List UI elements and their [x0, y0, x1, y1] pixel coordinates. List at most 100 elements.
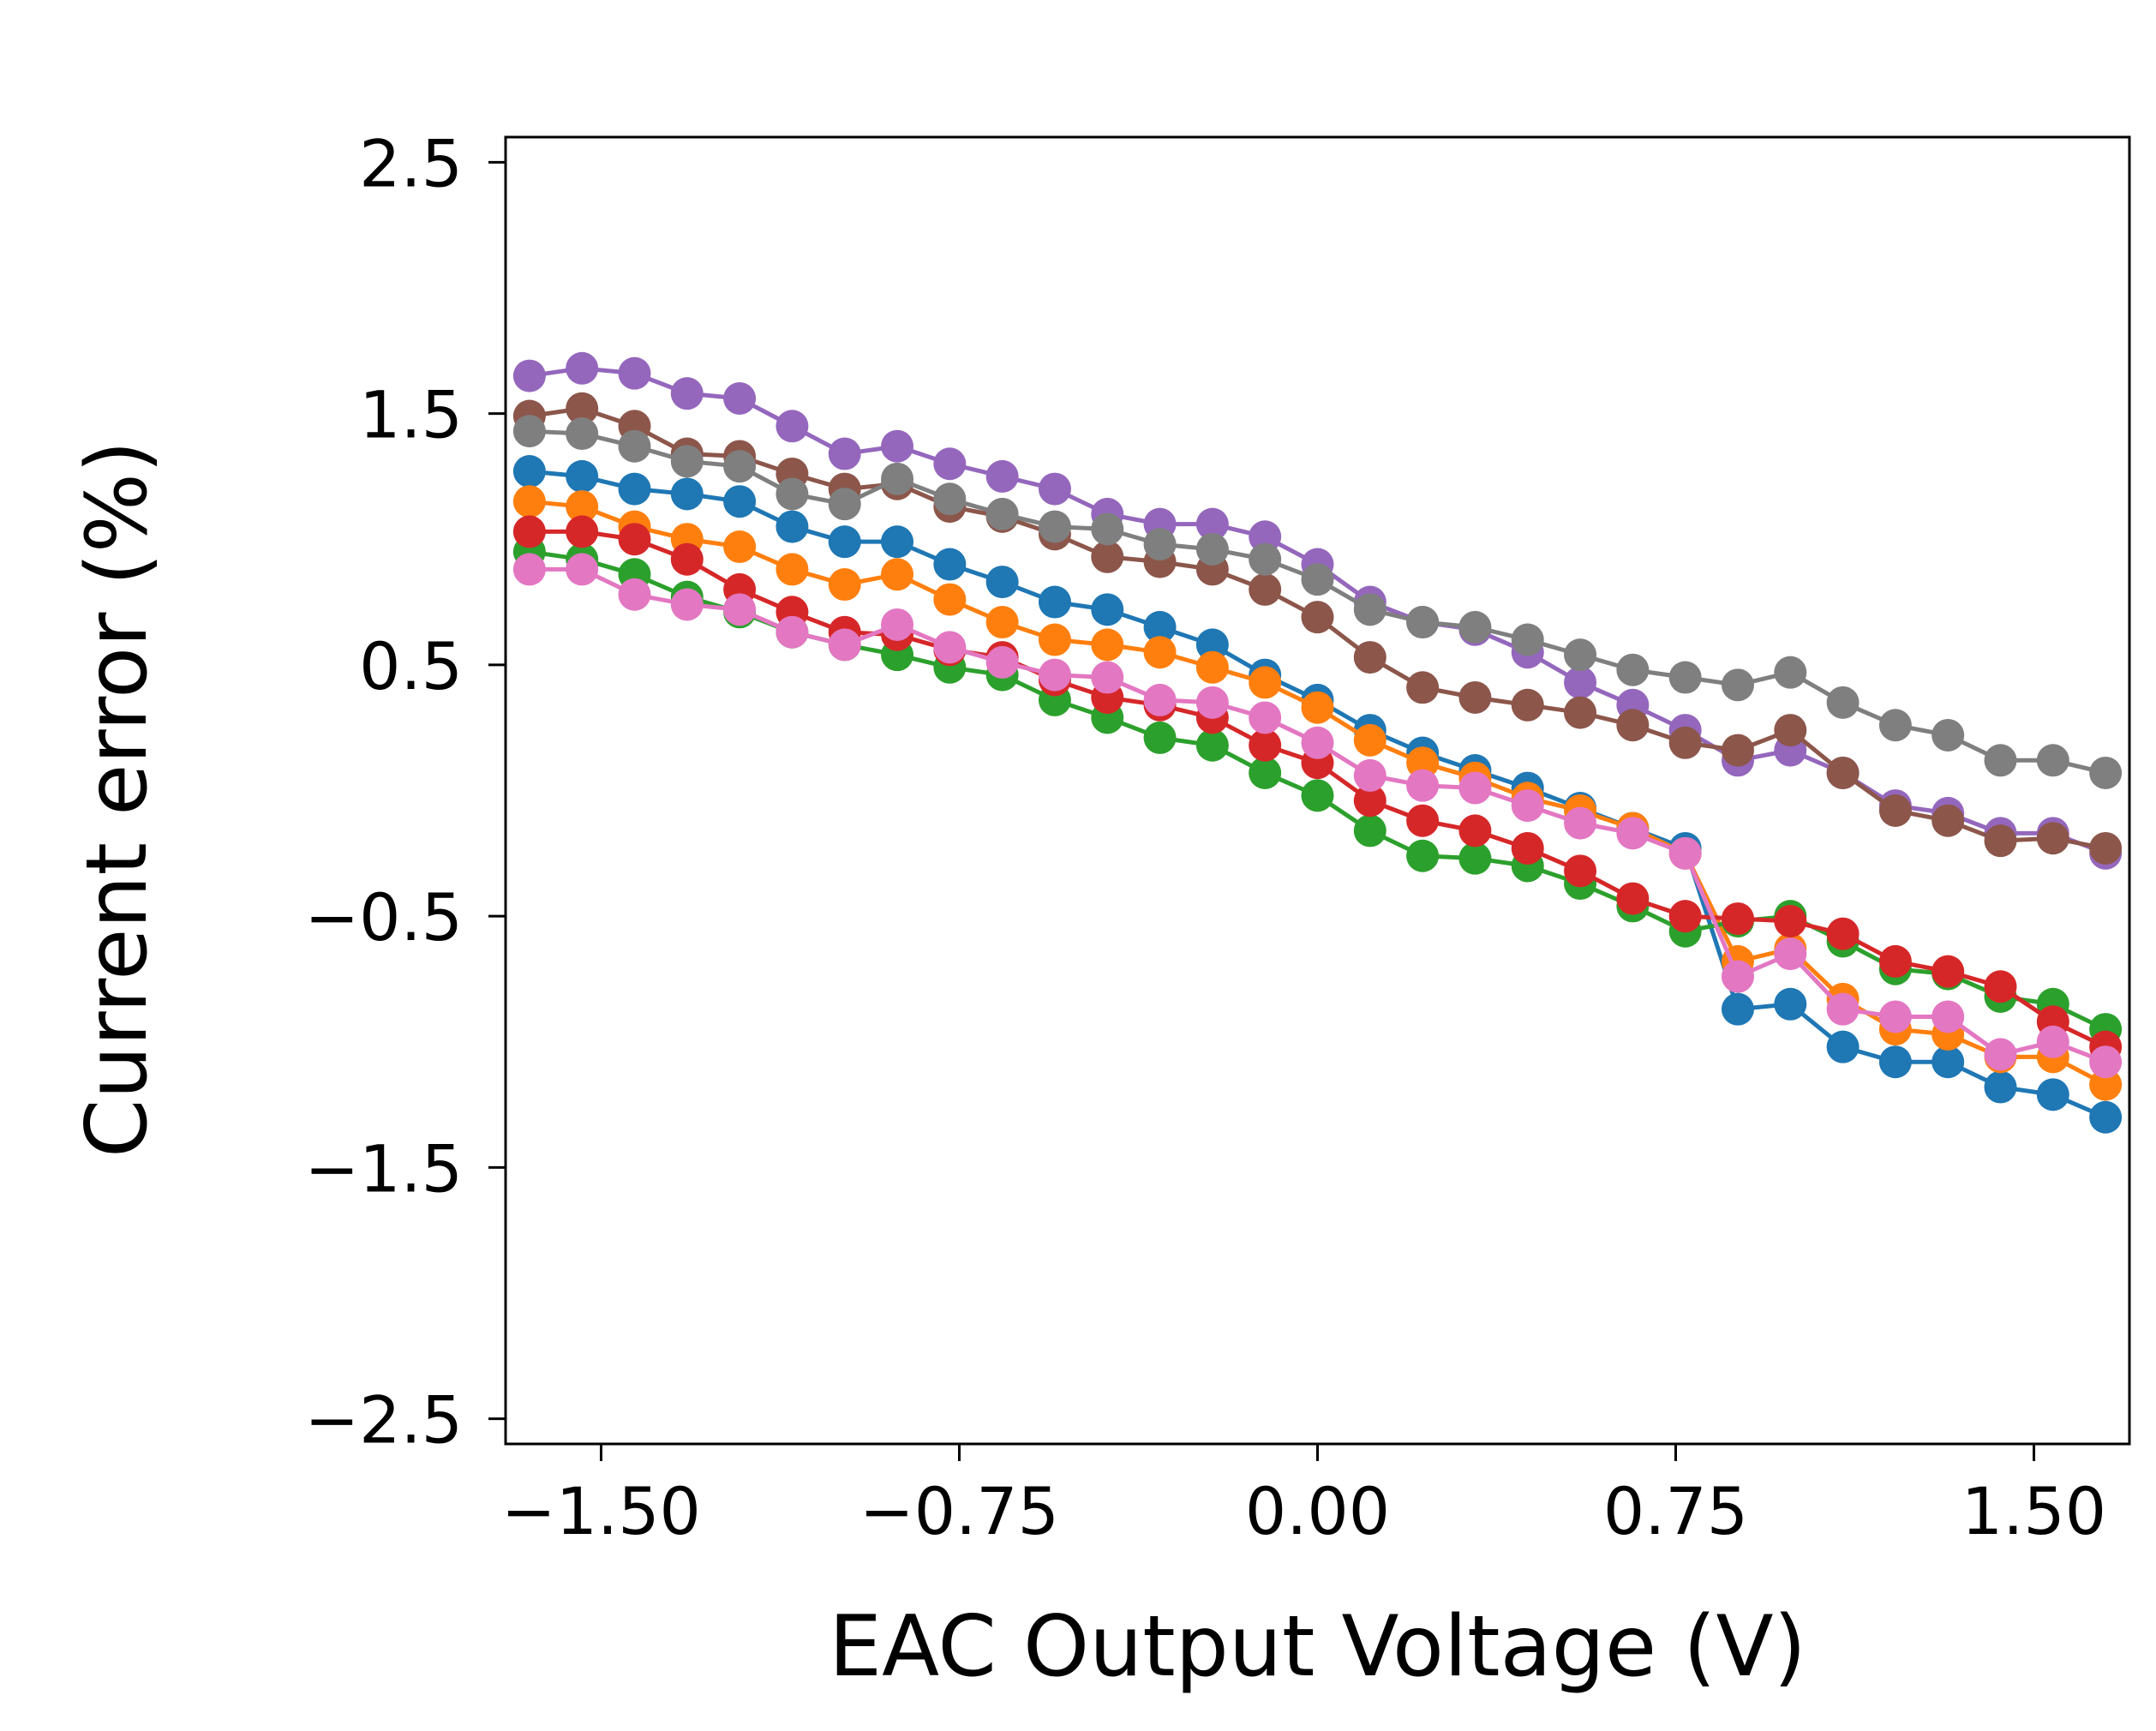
series-blue-point — [1143, 610, 1177, 644]
x-tick-label: 1.50 — [1961, 1473, 2106, 1549]
series-pink-point — [2036, 1025, 2069, 1058]
series-gray-point — [1091, 512, 1124, 546]
series-pink-point — [828, 628, 861, 662]
series-gray-point — [2089, 756, 2123, 789]
series-orange-point — [1249, 666, 1282, 699]
series-pink-point — [1038, 658, 1071, 692]
series-gray-point — [1564, 638, 1597, 672]
series-pink-point — [1301, 726, 1334, 759]
series-red-point — [1353, 784, 1386, 818]
series-pink-point — [1143, 683, 1177, 716]
series-gray-point — [1458, 610, 1492, 644]
series-purple-point — [1564, 666, 1597, 699]
x-tick-label: 0.75 — [1603, 1473, 1748, 1549]
series-blue-point — [1984, 1070, 2017, 1104]
series-blue-point — [566, 459, 599, 493]
series-blue-point — [1195, 628, 1229, 662]
x-tick-label: 0.00 — [1245, 1473, 1390, 1549]
series-gray-point — [670, 445, 704, 478]
series-blue-point — [618, 472, 651, 506]
series-gray-point — [1668, 661, 1702, 694]
series-pink-point — [881, 608, 914, 641]
y-axis-label: Current error (%) — [69, 440, 166, 1158]
series-pink-point — [670, 588, 704, 621]
series-purple-point — [1195, 507, 1229, 541]
series-pink-point — [566, 553, 599, 586]
series-brown-point — [1721, 734, 1754, 767]
series-gray-point — [828, 488, 861, 521]
y-tick-label: 2.5 — [359, 125, 463, 201]
series-gray-point — [933, 482, 967, 516]
series-orange-point — [1038, 623, 1071, 656]
series-pink-point — [1511, 789, 1544, 823]
series-blue-point — [1091, 593, 1124, 626]
series-pink-point — [618, 578, 651, 611]
series-pink-point — [1406, 769, 1440, 802]
series-orange-point — [723, 530, 757, 564]
series-blue-point — [512, 455, 546, 488]
series-layer — [512, 351, 2123, 1134]
series-red-point — [512, 515, 546, 548]
series-pink-point — [1878, 1000, 1912, 1033]
series-pink-point — [1458, 771, 1492, 805]
series-gray-point — [1353, 593, 1386, 626]
series-gray-point — [1826, 686, 1860, 719]
series-purple-point — [723, 382, 757, 415]
series-orange-point — [1143, 636, 1177, 669]
series-gray-point — [1195, 532, 1229, 566]
series-red-point — [1616, 882, 1650, 915]
series-pink-point — [1195, 686, 1229, 719]
series-orange-point — [776, 553, 809, 586]
y-tick-label: −1.5 — [304, 1130, 463, 1207]
series-brown-point — [1458, 680, 1492, 714]
series-brown-point — [1931, 804, 1965, 837]
series-blue-point — [2036, 1078, 2069, 1111]
series-red-point — [1564, 854, 1597, 888]
series-gray-point — [1406, 606, 1440, 639]
series-blue-point — [723, 485, 757, 518]
series-purple-point — [618, 356, 651, 390]
series-purple-point — [566, 351, 599, 385]
series-pink-point — [1931, 1000, 1965, 1033]
series-gray-point — [1984, 744, 2017, 777]
y-tick-label: 0.5 — [359, 628, 463, 704]
series-purple-point — [933, 447, 967, 481]
series-red-point — [1511, 831, 1544, 865]
series-gray-point — [1511, 623, 1544, 656]
x-tick-label: −1.50 — [501, 1473, 701, 1549]
series-gray-point — [1878, 709, 1912, 742]
series-blue-point — [1931, 1045, 1965, 1079]
series-brown-point — [1353, 641, 1386, 674]
series-gray-point — [1774, 656, 1807, 689]
series-pink-point — [723, 593, 757, 626]
series-blue-point — [1878, 1045, 1912, 1079]
series-red-point — [1931, 955, 1965, 988]
series-red-point — [1774, 905, 1807, 937]
series-blue-point — [670, 477, 704, 511]
series-gray-point — [1038, 510, 1071, 543]
x-tick-label: −0.75 — [859, 1473, 1059, 1549]
series-gray-point — [566, 417, 599, 451]
series-purple-point — [1249, 520, 1282, 554]
series-red-point — [670, 542, 704, 576]
series-purple-point — [776, 410, 809, 443]
series-orange-point — [828, 568, 861, 602]
series-blue-point — [1038, 585, 1071, 619]
series-pink-point — [1616, 817, 1650, 850]
series-brown-point — [1774, 714, 1807, 747]
y-tick-label: −2.5 — [304, 1382, 463, 1458]
series-orange-point — [1301, 691, 1334, 724]
series-pink-point — [985, 645, 1019, 679]
series-red-point — [1878, 944, 1912, 978]
series-gray-point — [1143, 528, 1177, 561]
series-brown-point — [566, 392, 599, 425]
series-pink-point — [1564, 806, 1597, 840]
series-green-point — [1249, 756, 1282, 789]
series-pink-point — [1353, 758, 1386, 792]
series-gray-point — [985, 497, 1019, 530]
series-green-point — [1458, 842, 1492, 875]
series-pink-point — [1721, 960, 1754, 993]
series-purple-point — [881, 429, 914, 463]
